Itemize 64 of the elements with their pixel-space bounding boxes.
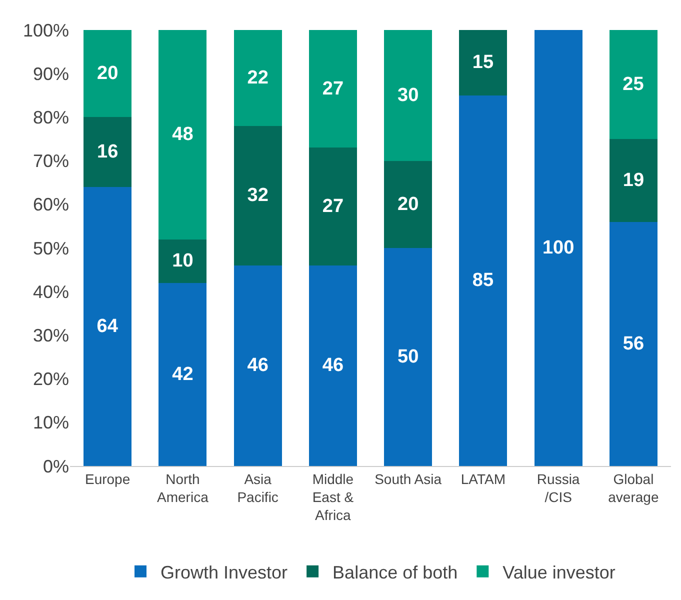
x-tick-label: North America [157, 470, 209, 505]
bar [84, 186, 132, 466]
bar [384, 248, 432, 466]
data-label: 20 [397, 194, 419, 215]
y-tick-label: 40% [32, 282, 69, 302]
bar [609, 30, 658, 139]
bar [384, 160, 432, 248]
data-label: 64 [96, 316, 118, 337]
data-label: 42 [172, 364, 194, 385]
data-label: 100 [542, 238, 574, 258]
y-tick-label: 30% [32, 326, 69, 346]
data-label: 50 [397, 346, 419, 368]
y-tick-label: 80% [32, 108, 69, 128]
data-label: 46 [322, 355, 344, 376]
bar [84, 117, 132, 187]
x-tick-label: Europe [84, 470, 130, 487]
y-tick-label: 60% [32, 194, 69, 215]
bar [459, 95, 508, 466]
bar [234, 126, 282, 266]
data-label: 15 [472, 52, 494, 74]
data-label: 19 [622, 170, 644, 191]
legend-label: Value investor [502, 562, 616, 582]
bar [609, 139, 658, 222]
bar [308, 30, 357, 148]
data-label: 85 [472, 270, 494, 292]
bar [308, 148, 357, 266]
data-label: 25 [622, 74, 644, 95]
x-tick-label: South Asia [374, 470, 442, 487]
data-label: 22 [247, 67, 268, 88]
legend-label: Balance of both [332, 562, 458, 582]
y-tick-label: 90% [32, 64, 69, 84]
x-tick-label: LATAM [460, 470, 506, 487]
data-label: 56 [622, 333, 644, 354]
data-label: 32 [247, 185, 268, 206]
x-tick-label: Middle East & Africa [312, 470, 354, 524]
legend-label: Growth Investor [160, 562, 288, 582]
data-label: 46 [247, 355, 268, 376]
y-tick-label: 0% [42, 456, 69, 476]
bar [384, 30, 432, 161]
y-tick-label: 50% [32, 238, 69, 258]
data-label: 16 [96, 142, 118, 163]
bar [308, 265, 357, 466]
data-label: 10 [172, 250, 194, 272]
data-label: 27 [322, 78, 344, 100]
data-label: 48 [172, 124, 194, 146]
x-tick-label: Global average [608, 470, 659, 505]
data-label: 27 [322, 196, 344, 218]
y-tick-label: 20% [32, 369, 69, 390]
bar [158, 239, 207, 283]
data-label: 30 [397, 84, 419, 106]
bar [534, 30, 582, 466]
x-tick-label: Russia /CIS [536, 470, 580, 505]
y-tick-label: 70% [32, 151, 69, 172]
bar [234, 30, 282, 126]
y-tick-label: 100% [22, 20, 69, 40]
data-label: 20 [96, 63, 118, 84]
bar [158, 282, 207, 466]
bar [158, 30, 207, 240]
bar [609, 222, 658, 466]
x-tick-label: Asia Pacific [237, 470, 278, 505]
bar [234, 265, 282, 466]
y-tick-label: 10% [32, 412, 69, 433]
bar [459, 30, 508, 96]
bar [84, 30, 132, 118]
